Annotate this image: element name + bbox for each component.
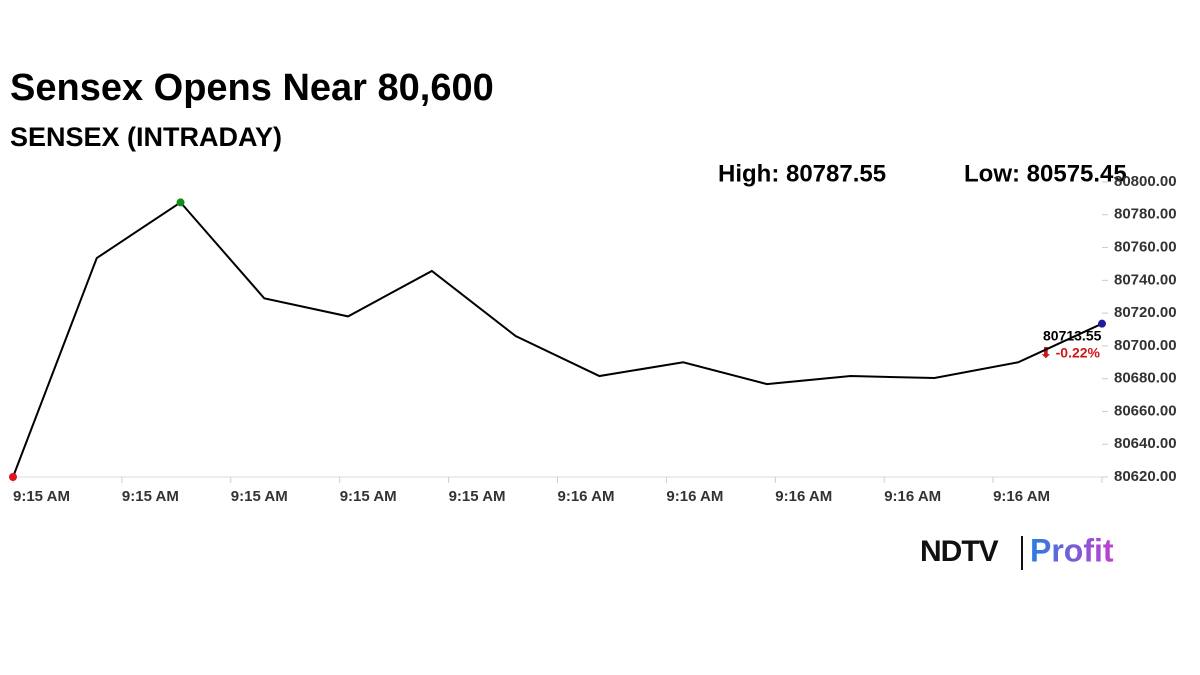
x-tick-label: 9:15 AM: [340, 488, 397, 505]
change-label: ⬇ -0.22%: [1040, 345, 1101, 361]
chart-subtitle: SENSEX (INTRADAY): [10, 122, 282, 152]
logo-profit: Profit: [1030, 532, 1114, 568]
x-tick-label: 9:16 AM: [558, 488, 615, 505]
last-value-label: 80713.55: [1043, 328, 1102, 344]
x-tick-label: 9:15 AM: [122, 488, 179, 505]
high-marker: [176, 198, 185, 207]
line: [12, 201, 1103, 478]
y-tick-label: 80700.00: [1114, 337, 1177, 354]
y-tick-label: 80680.00: [1114, 370, 1177, 387]
start-marker: [9, 473, 17, 481]
y-tick-label: 80800.00: [1114, 173, 1177, 190]
chart-title: Sensex Opens Near 80,600: [10, 67, 494, 109]
logo-ndtv: NDTV: [920, 535, 999, 568]
x-tick-label: 9:16 AM: [666, 488, 723, 505]
x-tick-label: 9:16 AM: [884, 488, 941, 505]
last-marker: [1098, 319, 1106, 328]
high-label: High: 80787.55: [718, 160, 886, 187]
y-tick-label: 80620.00: [1114, 468, 1177, 485]
x-tick-label: 9:16 AM: [993, 488, 1050, 505]
y-tick-label: 80720.00: [1114, 304, 1177, 321]
x-tick-label: 9:15 AM: [231, 488, 288, 505]
y-tick-label: 80640.00: [1114, 435, 1177, 452]
y-tick-label: 80740.00: [1114, 271, 1177, 288]
y-tick-label: 80760.00: [1114, 239, 1177, 256]
y-tick-label: 80780.00: [1114, 206, 1177, 223]
x-tick-label: 9:16 AM: [775, 488, 832, 505]
x-tick-label: 9:15 AM: [449, 488, 506, 505]
x-tick-label: 9:15 AM: [13, 488, 70, 505]
y-tick-label: 80660.00: [1114, 402, 1177, 419]
low-label: Low: 80575.45: [964, 160, 1127, 187]
